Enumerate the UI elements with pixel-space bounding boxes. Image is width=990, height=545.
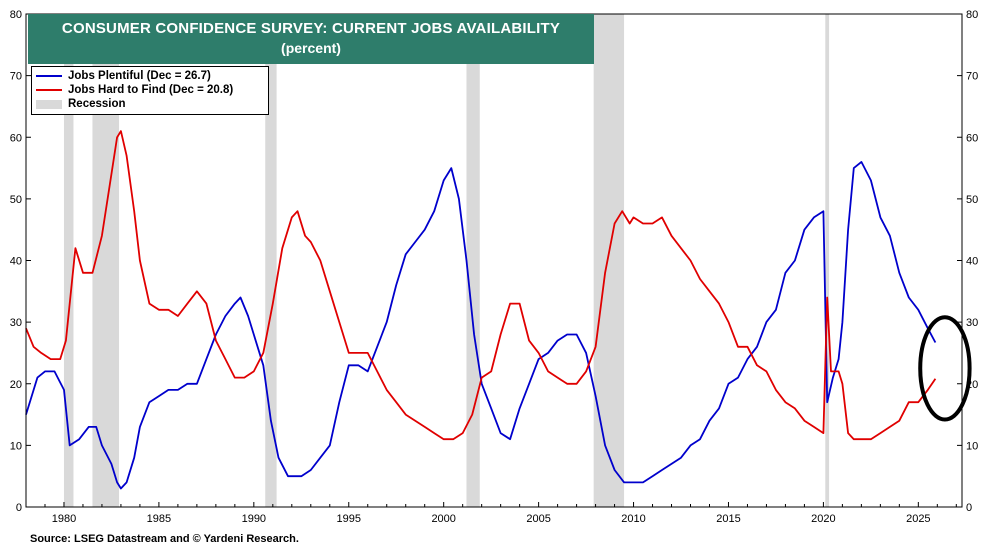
series-line-jobs-hard-to-find (25, 130, 937, 441)
x-tick-label-1995: 1995 (337, 513, 361, 525)
y-tick-label-left-70: 70 (10, 71, 22, 83)
legend-label-jobs-plentiful: Jobs Plentiful (Dec = 26.7) (68, 70, 211, 82)
x-tick-label-2015: 2015 (716, 513, 740, 525)
legend-label-recession: Recession (68, 98, 126, 110)
x-tick-label-1990: 1990 (242, 513, 266, 525)
x-tick-label-2010: 2010 (621, 513, 645, 525)
legend-swatch-blue (36, 75, 62, 77)
y-tick-label-right-80: 80 (966, 9, 978, 21)
chart-title: CONSUMER CONFIDENCE SURVEY: CURRENT JOBS… (61, 20, 561, 37)
recession-band-1 (63, 14, 74, 507)
x-tick-label-1980: 1980 (52, 513, 76, 525)
y-tick-label-right-30: 30 (966, 317, 978, 329)
recession-band-3 (265, 14, 277, 507)
y-tick-label-right-10: 10 (966, 440, 978, 452)
y-tick-label-left-20: 20 (10, 379, 22, 391)
y-tick-label-left-80: 80 (10, 9, 22, 21)
legend-swatch-red (36, 89, 62, 91)
chart-title-box: CONSUMER CONFIDENCE SURVEY: CURRENT JOBS… (28, 14, 594, 64)
legend-item-jobs-hard-to-find: Jobs Hard to Find (Dec = 20.8) (36, 83, 233, 97)
x-tick-label-2005: 2005 (526, 513, 550, 525)
recession-band-5 (593, 14, 625, 507)
source-note: Source: LSEG Datastream and © Yardeni Re… (30, 533, 299, 545)
annotation-layer (918, 315, 972, 422)
y-tick-label-left-40: 40 (10, 256, 22, 268)
y-tick-label-right-60: 60 (966, 132, 978, 144)
x-tick-label-2020: 2020 (811, 513, 835, 525)
recession-band-4 (466, 14, 480, 507)
x-tick-label-1985: 1985 (147, 513, 171, 525)
legend-label-jobs-hard-to-find: Jobs Hard to Find (Dec = 20.8) (68, 84, 234, 96)
x-tick-label-2025: 2025 (906, 513, 930, 525)
legend-item-recession: Recession (36, 97, 126, 111)
legend: Jobs Plentiful (Dec = 26.7) Jobs Hard to… (31, 66, 269, 115)
y-tick-label-left-10: 10 (10, 440, 22, 452)
y-tick-label-right-40: 40 (966, 256, 978, 268)
y-tick-label-right-0: 0 (966, 502, 972, 514)
recession-band-6 (825, 14, 830, 507)
y-tick-label-right-50: 50 (966, 194, 978, 206)
recession-bands (63, 14, 830, 507)
series-line-jobs-plentiful (25, 161, 937, 490)
y-tick-label-left-60: 60 (10, 132, 22, 144)
series-lines (25, 130, 937, 490)
y-tick-label-right-70: 70 (966, 71, 978, 83)
annotation-ellipse (918, 315, 972, 422)
legend-swatch-recession (36, 99, 62, 109)
y-tick-label-left-0: 0 (16, 502, 22, 514)
legend-item-jobs-plentiful: Jobs Plentiful (Dec = 26.7) (36, 69, 211, 83)
chart-subtitle: (percent) (281, 40, 341, 56)
y-tick-label-left-30: 30 (10, 317, 22, 329)
y-tick-label-left-50: 50 (10, 194, 22, 206)
x-tick-label-2000: 2000 (431, 513, 455, 525)
